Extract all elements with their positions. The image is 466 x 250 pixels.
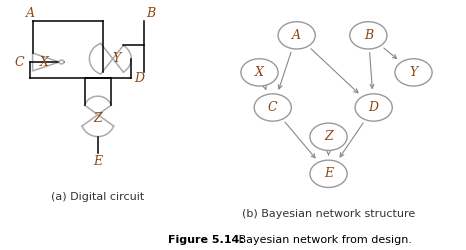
- Text: D: D: [134, 72, 144, 85]
- Circle shape: [355, 94, 392, 121]
- Text: A: A: [292, 29, 301, 42]
- Text: B: B: [364, 29, 373, 42]
- Text: E: E: [93, 156, 103, 168]
- Text: Z: Z: [324, 130, 333, 143]
- Text: Y: Y: [112, 52, 121, 65]
- Text: X: X: [40, 56, 49, 68]
- Circle shape: [59, 60, 64, 64]
- Text: C: C: [14, 56, 24, 68]
- Text: D: D: [369, 101, 379, 114]
- Text: Bayesian network from design.: Bayesian network from design.: [235, 235, 412, 245]
- Circle shape: [254, 94, 291, 121]
- Text: X: X: [255, 66, 264, 79]
- Circle shape: [395, 59, 432, 86]
- Circle shape: [278, 22, 315, 49]
- Circle shape: [350, 22, 387, 49]
- Circle shape: [310, 123, 347, 150]
- Text: A: A: [26, 7, 35, 20]
- Text: B: B: [146, 7, 156, 20]
- Circle shape: [241, 59, 278, 86]
- Text: Z: Z: [94, 112, 102, 126]
- Text: C: C: [268, 101, 278, 114]
- Text: E: E: [324, 167, 333, 180]
- Text: Y: Y: [410, 66, 418, 79]
- Text: Figure 5.14:: Figure 5.14:: [168, 235, 244, 245]
- Text: (a) Digital circuit: (a) Digital circuit: [51, 192, 144, 202]
- Circle shape: [310, 160, 347, 188]
- Text: (b) Bayesian network structure: (b) Bayesian network structure: [242, 209, 415, 219]
